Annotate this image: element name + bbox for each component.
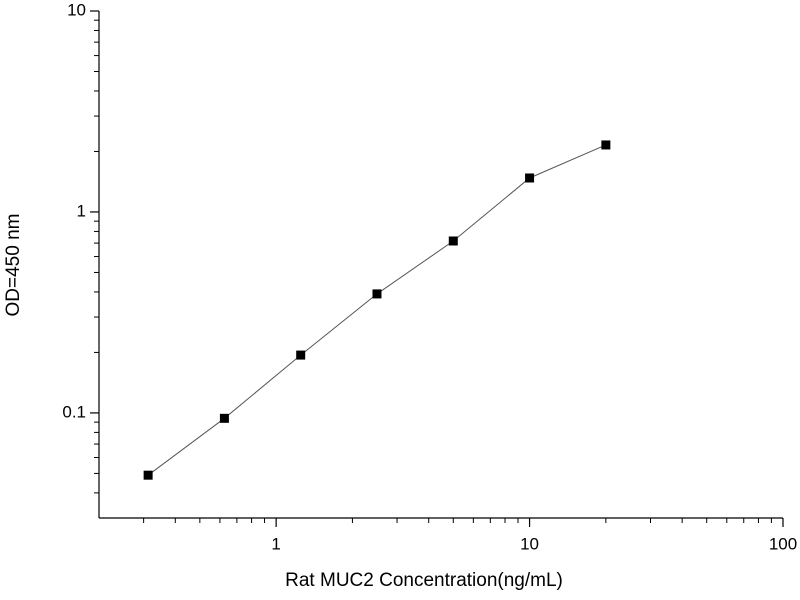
y-tick-label: 10 (67, 0, 86, 19)
data-point (448, 236, 458, 246)
x-tick-label: 10 (520, 534, 539, 553)
data-point (372, 289, 382, 299)
data-point (601, 140, 611, 150)
data-point (143, 470, 153, 480)
data-point (525, 173, 535, 183)
x-tick-label: 1 (271, 534, 280, 553)
data-line (147, 144, 607, 476)
y-axis-label: OD=450 nm (3, 214, 24, 317)
x-tick-label: 100 (769, 534, 797, 553)
x-axis-label: Rat MUC2 Concentration(ng/mL) (285, 570, 563, 591)
y-tick-label: 0.1 (62, 402, 86, 421)
data-point (219, 413, 229, 423)
y-tick-label: 1 (77, 201, 86, 220)
data-point (296, 350, 306, 360)
